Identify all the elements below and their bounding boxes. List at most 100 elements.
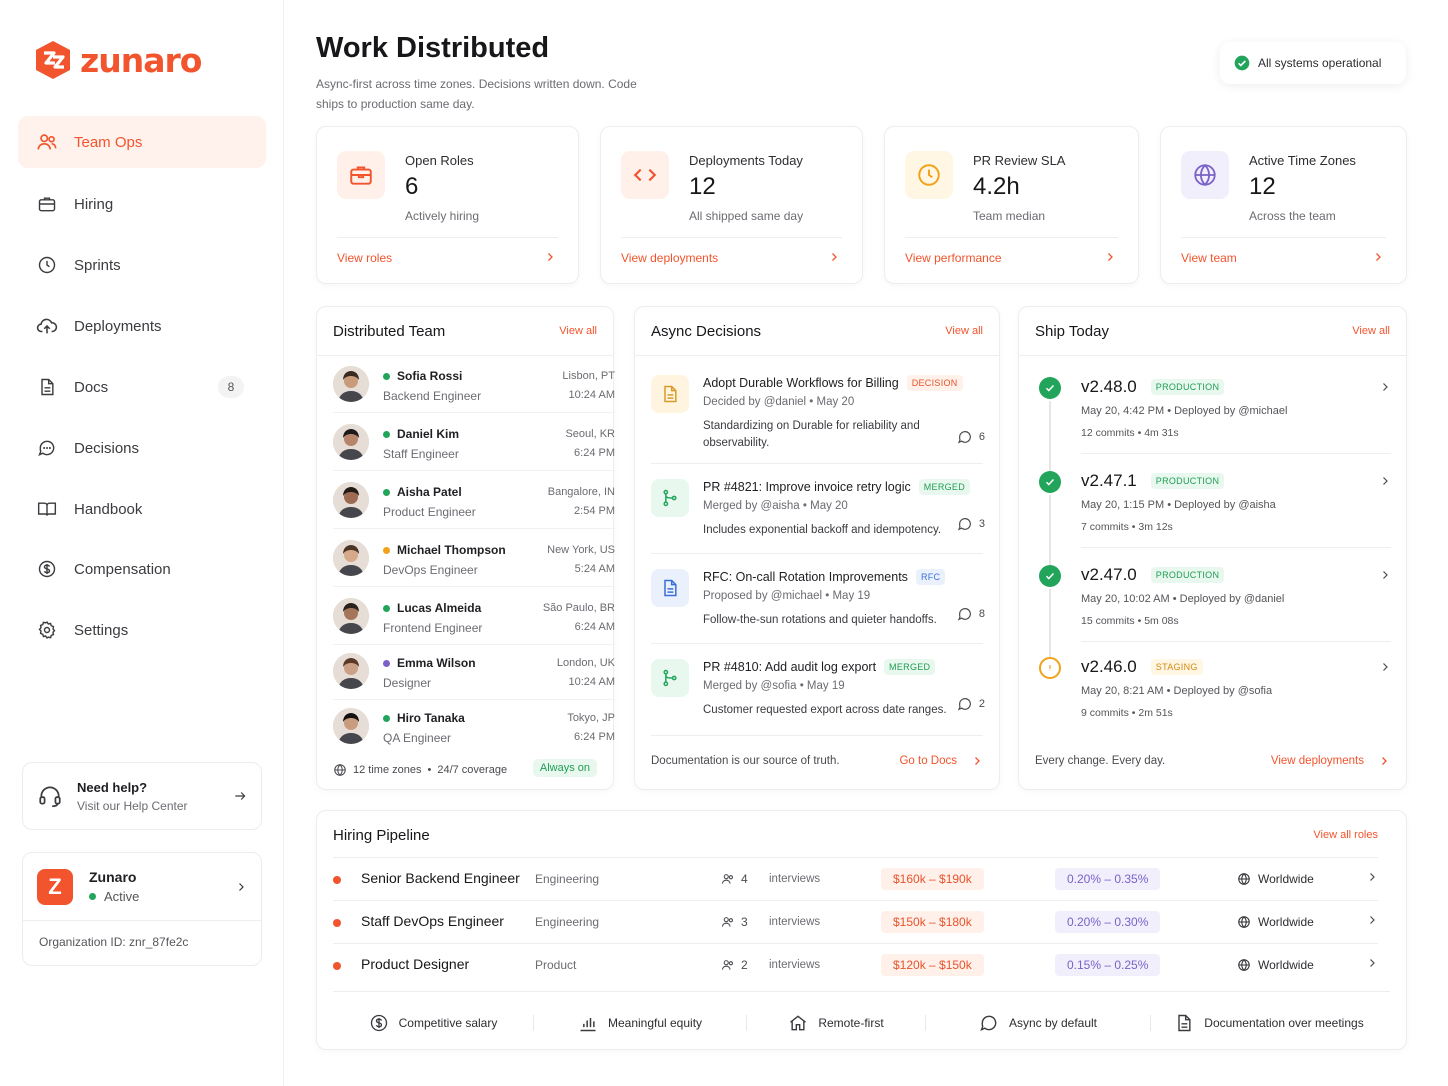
comment-count[interactable]: 3 [957,516,985,532]
interview-count-value: 3 [741,915,748,929]
sidebar-item-decisions[interactable]: Decisions [18,422,266,474]
perk-item: Remote-first [747,1013,925,1033]
document-icon [1174,1013,1194,1033]
view-deployments-link[interactable]: View deployments [621,251,719,265]
go-to-docs-link[interactable]: Go to Docs [899,755,957,767]
help-center-card[interactable]: Need help? Visit our Help Center [22,762,262,830]
release-item[interactable]: v2.47.0 PRODUCTION May 20, 10:02 AM • Dep… [1035,565,1391,659]
release-item[interactable]: v2.48.0 PRODUCTION May 20, 4:42 PM • Depl… [1035,377,1391,471]
release-stats: 9 commits • 2m 51s [1081,707,1173,719]
decision-tag: RFC [915,569,946,585]
sidebar-item-hiring[interactable]: Hiring [18,178,266,230]
team-view-all-link[interactable]: View all [559,325,597,337]
org-name: Zunaro [89,869,137,885]
stat-subtext: Team median [973,209,1046,223]
comment-icon [957,608,971,621]
team-member-row[interactable]: Lucas Almeida Frontend Engineer São Paul… [333,587,615,645]
decision-title: RFC: On-call Rotation Improvements RFC [703,569,946,585]
member-name-text: Sofia Rossi [397,369,463,383]
pipeline-role-row[interactable]: Product Designer Product 2 interviews $1… [333,943,1378,986]
chevron-right-icon[interactable] [1379,569,1391,581]
arrow-right-icon[interactable] [1378,755,1390,767]
pipeline-role-row[interactable]: Senior Backend Engineer Engineering 4 in… [333,857,1378,900]
sidebar-item-label: Settings [74,621,129,639]
globe-icon [333,763,347,777]
sidebar-item-compensation[interactable]: Compensation [18,543,266,595]
stat-label: Deployments Today [689,153,803,168]
team-member-row[interactable]: Emma Wilson Designer London, UK 10:24 AM [333,642,615,700]
chevron-right-icon[interactable] [1379,381,1391,393]
org-switcher[interactable]: Z Zunaro Active [23,853,261,921]
decision-item[interactable]: PR #4810: Add audit log export MERGED Mer… [651,659,985,743]
interviews-label: interviews [769,873,821,885]
team-footer: 12 time zones • 24/7 coverage Always on [333,759,597,777]
pipeline-role-row[interactable]: Staff DevOps Engineer Engineering 3 inte… [333,900,1378,943]
stat-label: Active Time Zones [1249,153,1356,168]
comment-count[interactable]: 2 [957,696,985,712]
sidebar-item-deployments[interactable]: Deployments [18,300,266,352]
decision-meta: Proposed by @michael • May 19 [703,590,871,602]
view-roles-link[interactable]: View roles [337,251,393,265]
org-status-label: Active [104,889,140,904]
member-name: Hiro Tanaka [383,711,465,725]
release-stats: 7 commits • 3m 12s [1081,521,1173,533]
view-deployments-link[interactable]: View deployments [1270,755,1364,767]
arrow-right-icon[interactable] [544,251,556,263]
sidebar-item-handbook[interactable]: Handbook [18,483,266,535]
view-all-roles-link[interactable]: View all roles [1313,829,1378,841]
chevron-right-icon[interactable] [1379,661,1391,673]
time-zones-count: 12 time zones [353,764,422,776]
sidebar-item-sprints[interactable]: Sprints [18,239,266,291]
brand-logo[interactable]: zunaro [34,40,202,80]
perk-item: Meaningful equity [534,1013,746,1033]
team-member-row[interactable]: Hiro Tanaka QA Engineer Tokyo, JP 6:24 P… [333,697,615,755]
chevron-right-icon[interactable] [1366,957,1378,969]
member-role: Product Engineer [383,505,476,519]
decision-item[interactable]: PR #4821: Improve invoice retry logic MER… [651,479,985,563]
stat-value: 6 [405,173,419,200]
comment-icon [957,518,971,531]
view-team-link[interactable]: View team [1181,251,1237,265]
decision-item[interactable]: RFC: On-call Rotation Improvements RFC Pr… [651,569,985,653]
sidebar-item-label: Compensation [74,560,171,578]
arrow-right-icon[interactable] [1372,251,1384,263]
release-item[interactable]: v2.47.1 PRODUCTION May 20, 1:15 PM • Depl… [1035,471,1391,565]
sidebar-item-settings[interactable]: Settings [18,604,266,656]
gear-icon [36,619,58,641]
status-dot [333,962,341,970]
interview-count: 4 [721,872,748,886]
team-member-row[interactable]: Aisha Patel Product Engineer Bangalore, … [333,471,615,529]
perk-label: Async by default [1008,1015,1098,1030]
decision-item[interactable]: Adopt Durable Workflows for Billing DECIS… [651,375,985,459]
arrow-right-icon[interactable] [1104,251,1116,263]
chevron-right-icon[interactable] [1366,871,1378,883]
chevron-right-icon[interactable] [1366,914,1378,926]
system-status-badge[interactable]: All systems operational [1220,42,1406,84]
view-performance-link[interactable]: View performance [905,251,1002,265]
arrow-right-icon[interactable] [828,251,840,263]
release-version-text: v2.47.1 [1081,471,1137,490]
ship-view-all-link[interactable]: View all [1352,325,1390,337]
docs-count-badge: 8 [218,376,244,398]
team-member-row[interactable]: Michael Thompson DevOps Engineer New Yor… [333,529,615,587]
decision-description: Standardizing on Durable for reliability… [703,420,920,449]
headset-icon [37,783,63,809]
release-version: v2.47.1 PRODUCTION [1081,471,1225,491]
comment-count[interactable]: 6 [957,429,985,445]
sidebar-item-docs[interactable]: Docs 8 [18,361,266,413]
release-meta: May 20, 10:02 AM • Deployed by @daniel [1081,593,1285,605]
sidebar-item-team-ops[interactable]: Team Ops [18,116,266,168]
role-department: Engineering [535,915,600,929]
member-local-time: 6:24 PM [574,447,615,459]
arrow-right-icon[interactable] [971,755,983,767]
stat-label: PR Review SLA [973,153,1066,168]
chevron-right-icon[interactable] [1379,475,1391,487]
team-member-row[interactable]: Daniel Kim Staff Engineer Seoul, KR 6:24… [333,413,615,471]
presence-dot [383,372,390,380]
comment-count[interactable]: 8 [957,606,985,622]
presence-dot [383,714,390,722]
release-item[interactable]: v2.46.0 STAGING May 20, 8:21 AM • Deploye… [1035,657,1391,751]
release-meta: May 20, 8:21 AM • Deployed by @sofia [1081,685,1273,697]
decisions-view-all-link[interactable]: View all [945,325,983,337]
team-member-row[interactable]: Sofia Rossi Backend Engineer Lisbon, PT … [333,355,615,413]
